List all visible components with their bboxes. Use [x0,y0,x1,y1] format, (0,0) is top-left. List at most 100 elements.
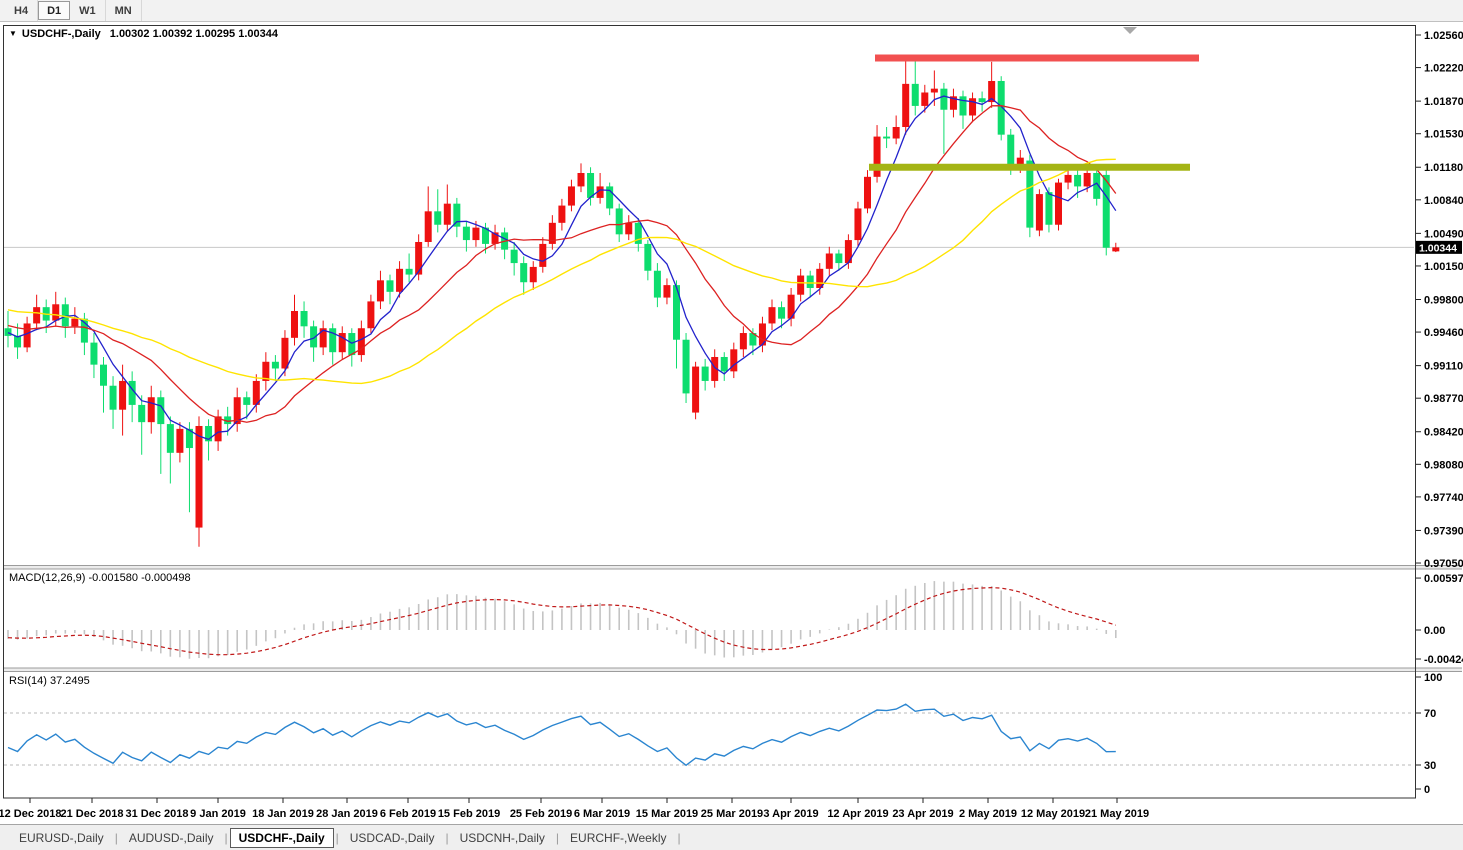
rsi-axis-label: 0 [1424,784,1430,796]
candle [90,342,98,365]
candle [243,397,251,405]
candle [185,428,193,449]
timeframe-button-d1[interactable]: D1 [38,1,71,20]
tab-separator: | [224,830,228,845]
tab-separator: | [555,830,560,845]
candle [577,172,585,187]
candle [176,428,184,453]
timeframe-button-h4[interactable]: H4 [5,0,39,21]
tab-separator: | [677,830,681,845]
candle [205,425,213,442]
price-axis-label: 1.01870 [1424,96,1463,108]
candle [682,339,690,394]
candle [663,285,671,298]
price-axis-label: 0.97740 [1424,492,1463,504]
candle [902,83,910,127]
candle [367,301,375,329]
date-axis-label: 15 Mar 2019 [636,808,698,820]
candlestick-series [4,56,1120,547]
price-axis-label: 0.97390 [1424,525,1463,537]
candle [825,253,833,269]
candle [567,186,575,206]
candle [138,404,146,423]
candle [472,227,480,241]
candle [978,98,986,103]
candle [615,208,623,235]
candle [520,263,528,283]
candle [969,98,977,116]
candle [462,226,470,241]
chart-tab-usdcnh[interactable]: USDCNH-,Daily [459,830,545,845]
candle [1016,157,1024,166]
candle [835,253,843,264]
candle [797,275,805,295]
candle [434,211,442,225]
price-axis-label: 1.02220 [1424,63,1463,75]
candle [329,328,337,353]
candle [510,249,518,264]
rsi-axis-label: 30 [1424,760,1436,772]
chart-frame [3,25,1416,799]
tab-separator: | [335,830,339,845]
candle [930,88,938,93]
candle [949,96,957,110]
candle [319,328,327,348]
candle [720,356,728,372]
chart-tab-eurusd[interactable]: EURUSD-,Daily [19,830,104,845]
candle [100,364,107,386]
candle [911,83,919,106]
price-axis-label: 0.99110 [1424,361,1463,373]
chart-tab-usdcad[interactable]: USDCAD-,Daily [349,830,435,845]
date-axis-label: 9 Jan 2019 [190,808,246,820]
chart-shift-marker [1123,27,1137,34]
pane-divider[interactable] [3,565,1462,570]
candle [443,203,451,225]
pane-divider[interactable] [3,668,1462,672]
timeframe-button-w1[interactable]: W1 [70,0,106,21]
rsi-indicator-label: RSI(14) 37.2495 [9,675,90,687]
candle [491,232,499,244]
candle [376,280,384,302]
macd-indicator-label: MACD(12,26,9) -0.001580 -0.000498 [9,572,191,584]
rsi-axis[interactable]: 100 70 30 0 [1416,672,1442,796]
candle [157,397,165,425]
price-axis-label: 1.00840 [1424,195,1463,207]
timeframe-button-mn[interactable]: MN [106,0,142,21]
price-axis[interactable]: 1.02560 1.02220 1.01870 1.01530 1.01180 1.008… [1416,30,1463,570]
candle [749,333,757,346]
chart-tab-eurchf[interactable]: EURCHF-,Weekly [570,830,667,845]
support-band [869,163,1190,171]
price-axis-label: 0.99800 [1424,294,1463,306]
chart-tab-audusd[interactable]: AUDUSD-,Daily [128,830,214,845]
tab-separator: | [114,830,118,845]
candle [109,385,117,410]
date-axis-label: 2 May 2019 [959,808,1017,820]
candle [1093,172,1101,199]
tab-separator: | [445,830,449,845]
macd-axis[interactable]: 0.00597 0.00 -0.004243 [1416,573,1463,666]
candle [854,208,862,241]
candle [1026,160,1034,228]
candle [128,380,136,405]
candle [1074,174,1082,187]
candle [1055,182,1062,225]
date-axis-label: 31 Dec 2018 [126,808,189,820]
price-axis-label: 0.98770 [1424,393,1463,405]
ma-slow-line [7,158,1116,385]
candle [291,310,298,338]
chart-tab-usdchf[interactable]: USDCHF-,Daily [229,827,334,848]
ma-mid-line [7,105,1117,423]
candle [625,222,633,235]
candle [1064,174,1072,183]
candle [529,266,537,283]
candle [61,304,69,327]
candle [653,270,661,298]
candle [71,318,79,327]
candle [348,333,356,356]
date-axis[interactable]: 12 Dec 2018 21 Dec 2018 31 Dec 2018 9 Jan 2… [0,798,1149,820]
candle [692,366,700,413]
candle [940,88,948,110]
candle [424,211,432,242]
date-axis-label: 12 Apr 2019 [827,808,888,820]
